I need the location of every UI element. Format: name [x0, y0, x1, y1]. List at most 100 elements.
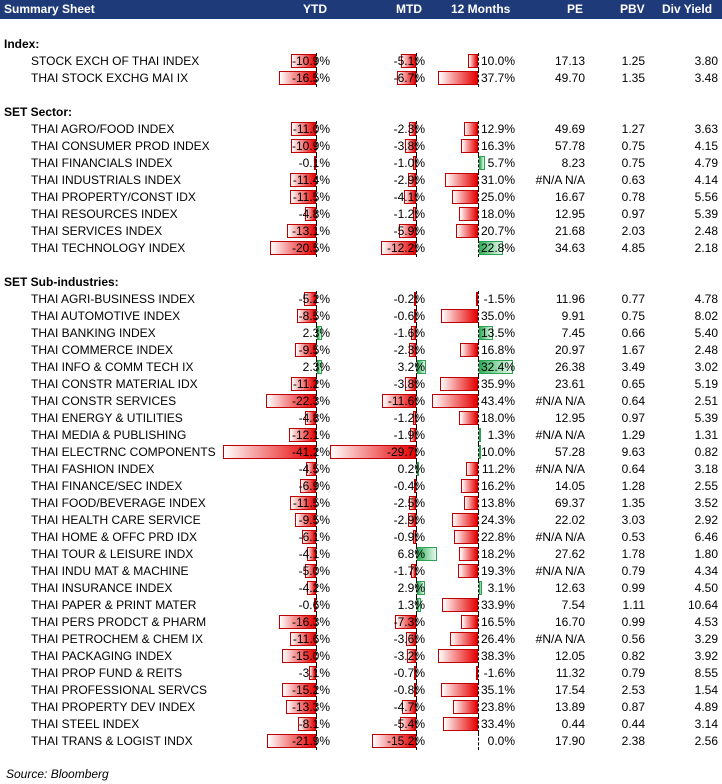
m12-value: 37.7% — [480, 71, 515, 85]
mtd-axis — [416, 376, 417, 393]
m12-value: 33.4% — [480, 717, 515, 731]
ytd-bar — [290, 496, 316, 510]
table-row: THAI PROPERTY DEV INDEX -13.3% -4.7% 23.8% 1… — [0, 699, 722, 716]
section-header: SET Sector: — [0, 104, 722, 121]
index-name: THAI ENERGY & UTILITIES — [31, 411, 183, 425]
pe-value: 17.54 — [554, 683, 585, 697]
m12-value: 26.4% — [480, 632, 515, 646]
ytd-bar — [286, 700, 316, 714]
dy-value: 1.31 — [694, 428, 718, 442]
ytd-value: -0.1% — [298, 156, 330, 170]
ytd-bar — [304, 292, 316, 306]
pbv-value: 0.79 — [621, 666, 645, 680]
mtd-bar — [414, 479, 416, 493]
dy-value: 10.64 — [687, 598, 718, 612]
pbv-value: 0.44 — [621, 717, 645, 731]
mtd-axis — [416, 665, 417, 682]
mtd-axis — [416, 138, 417, 155]
mtd-value: -2.9% — [393, 173, 425, 187]
m12-bar — [460, 615, 478, 629]
table-row: THAI PACKAGING INDEX -15.0% -3.2% 38.3% 12.0… — [0, 648, 722, 665]
ytd-value: -13.1% — [291, 224, 330, 238]
mtd-bar — [413, 683, 416, 697]
mtd-bar — [410, 428, 416, 442]
m12-bar — [479, 241, 503, 255]
index-name: THAI RESOURCES INDEX — [31, 207, 178, 221]
pbv-value: 9.63 — [621, 445, 645, 459]
pe-value: #N/A N/A — [535, 462, 585, 476]
table-row: THAI ELECTRNC COMPONENTS -41.2% -29.7% 10.0… — [0, 444, 722, 461]
mtd-axis — [416, 546, 417, 563]
m12-axis — [478, 614, 479, 631]
mtd-axis — [416, 648, 417, 665]
pe-value: 7.45 — [561, 326, 585, 340]
pe-value: #N/A N/A — [535, 428, 585, 442]
m12-axis — [478, 223, 479, 240]
m12-axis — [478, 138, 479, 155]
m12-value: 19.3% — [480, 564, 515, 578]
dy-value: 3.18 — [694, 462, 718, 476]
m12-axis — [478, 308, 479, 325]
mtd-value: -5.9% — [393, 224, 425, 238]
m12-bar — [440, 377, 478, 391]
table-row: THAI CONSTR SERVICES -22.3% -11.6% 43.4% #N/… — [0, 393, 722, 410]
mtd-bar — [413, 666, 416, 680]
mtd-axis — [416, 206, 417, 223]
mtd-bar — [417, 360, 427, 374]
pe-value: 12.95 — [554, 411, 585, 425]
pe-value: 11.32 — [555, 666, 585, 680]
table-row: THAI CONSUMER PROD INDEX -10.9% -3.8% 16.3%… — [0, 138, 722, 155]
mtd-bar — [329, 445, 416, 459]
dy-value: 5.19 — [694, 377, 718, 391]
mtd-bar — [405, 632, 416, 646]
mtd-axis — [416, 240, 417, 257]
ytd-bar — [305, 411, 316, 425]
index-name: THAI TRANS & LOGIST INDX — [31, 734, 193, 748]
mtd-axis — [416, 172, 417, 189]
m12-axis — [478, 359, 479, 376]
pe-value: 12.63 — [554, 581, 585, 595]
ytd-axis — [316, 648, 317, 665]
pe-value: 69.37 — [554, 496, 585, 510]
table-row: THAI INFO & COMM TECH IX 2.3% 3.2% 32.4% 26.… — [0, 359, 722, 376]
table-row: THAI TECHNOLOGY INDEX -20.5% -12.2% 22.8% 34… — [0, 240, 722, 257]
mtd-value: -0.8% — [393, 683, 425, 697]
m12-value: 16.8% — [480, 343, 515, 357]
mtd-bar — [412, 207, 416, 221]
m12-value: 12.9% — [480, 122, 515, 136]
pbv-value: 0.87 — [621, 700, 645, 714]
pe-value: #N/A N/A — [535, 632, 585, 646]
ytd-axis — [316, 699, 317, 716]
m12-axis — [478, 512, 479, 529]
index-name: THAI PROP FUND & REITS — [31, 666, 183, 680]
ytd-axis — [316, 512, 317, 529]
ytd-value: -11.5% — [292, 496, 330, 510]
pbv-value: 1.25 — [621, 54, 645, 68]
m12-value: -1.6% — [483, 666, 515, 680]
m12-axis — [478, 597, 479, 614]
mtd-value: 0.2% — [397, 462, 425, 476]
ytd-axis — [316, 376, 317, 393]
m12-bar — [459, 207, 478, 221]
section-header: Index: — [0, 36, 722, 53]
mtd-value: -2.5% — [393, 496, 425, 510]
m12-value: 16.5% — [480, 615, 515, 629]
dy-value: 3.48 — [694, 71, 718, 85]
mtd-value: -1.0% — [393, 156, 425, 170]
ytd-bar — [266, 734, 316, 748]
table-row: THAI FINANCE/SEC INDEX -6.9% -0.4% 16.2% 14.… — [0, 478, 722, 495]
m12-value: 18.0% — [480, 207, 515, 221]
ytd-bar — [291, 122, 316, 136]
table-row: THAI STOCK EXCHG MAI IX -16.5% -6.7% 37.7% 4… — [0, 70, 722, 87]
ytd-bar — [300, 479, 316, 493]
ytd-bar — [317, 360, 323, 374]
dy-value: 3.02 — [694, 360, 718, 374]
ytd-axis — [316, 155, 317, 172]
mtd-value: -3.8% — [393, 377, 425, 391]
ytd-axis — [316, 597, 317, 614]
table-row: THAI CONSTR MATERIAL IDX -11.2% -3.8% 35.9%… — [0, 376, 722, 393]
mtd-value: -1.7% — [393, 564, 425, 578]
ytd-value: -22.3% — [291, 394, 330, 408]
ytd-value: -11.0% — [292, 122, 330, 136]
mtd-bar — [404, 139, 416, 153]
